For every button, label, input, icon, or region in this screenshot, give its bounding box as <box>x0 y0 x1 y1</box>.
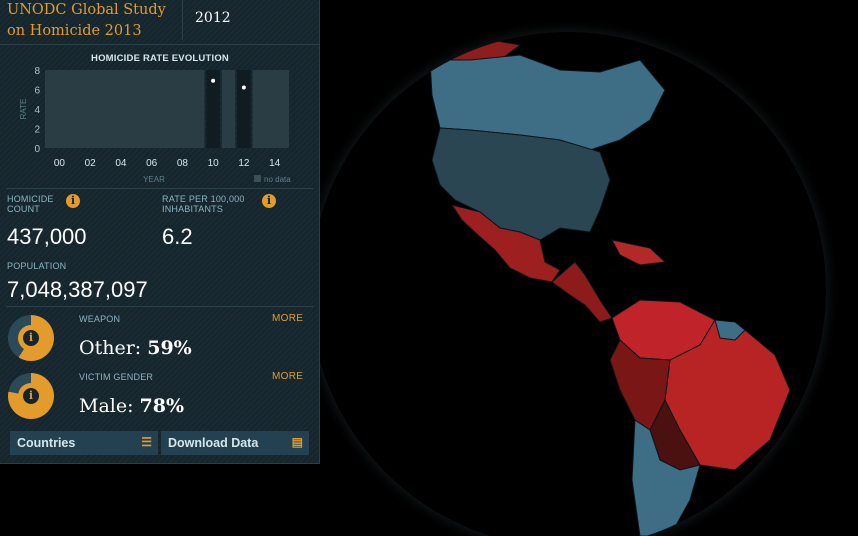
info-panel: UNODC Global Study on Homicide 2013 2012… <box>0 0 320 464</box>
gender-more-link[interactable]: MORE <box>272 371 304 382</box>
x-axis-label: YEAR <box>143 175 165 184</box>
data-point <box>241 85 246 90</box>
weapon-value: Other: 59% <box>79 337 192 359</box>
info-icon[interactable]: i <box>262 194 276 208</box>
year-selector[interactable]: 2012 <box>182 0 318 40</box>
info-icon: i <box>23 330 39 346</box>
document-icon: ▤ <box>291 435 303 449</box>
gender-value: Male: 78% <box>79 395 185 417</box>
legend-swatch <box>254 175 261 182</box>
gender-donut-chart[interactable]: i <box>8 373 54 419</box>
y-tick-label: 8 <box>34 66 40 77</box>
data-point <box>211 78 216 83</box>
no-data-region <box>221 70 236 148</box>
region-caribbean[interactable] <box>611 239 667 266</box>
homicide-count-value: 437,000 <box>7 224 87 249</box>
divider <box>6 306 314 307</box>
x-tick-label: 00 <box>54 158 66 169</box>
app-title: UNODC Global Study on Homicide 2013 <box>7 2 166 39</box>
region-guianas[interactable] <box>714 319 746 341</box>
no-data-region <box>45 70 205 148</box>
weapon-more-link[interactable]: MORE <box>272 313 304 324</box>
weapon-label: WEAPON <box>79 314 121 324</box>
y-tick-label: 2 <box>34 125 40 136</box>
region-mexico[interactable] <box>450 204 561 283</box>
weapon-donut-chart[interactable]: i <box>8 315 54 361</box>
y-axis-label: RATE <box>19 99 28 120</box>
region-usa[interactable] <box>431 127 611 241</box>
info-icon: i <box>23 388 39 404</box>
data-column <box>206 70 220 148</box>
homicide-count-label: HOMICIDE COUNT <box>7 194 54 214</box>
rate-value: 6.2 <box>162 224 193 249</box>
countries-button[interactable]: Countries ☰ <box>10 431 158 455</box>
chart-title: HOMICIDE RATE EVOLUTION <box>91 53 229 64</box>
x-tick-label: 12 <box>238 158 250 169</box>
victim-gender-label: VICTIM GENDER <box>79 372 154 382</box>
download-data-button[interactable]: Download Data ▤ <box>161 431 309 455</box>
x-tick-label: 04 <box>115 158 127 169</box>
legend-label: no data <box>264 175 291 184</box>
population-value: 7,048,387,097 <box>7 277 148 302</box>
rate-label: RATE PER 100,000 INHABITANTS <box>162 194 245 214</box>
x-tick-label: 02 <box>85 158 97 169</box>
x-tick-label: 14 <box>269 158 281 169</box>
population-label: POPULATION <box>7 261 67 271</box>
x-tick-label: 10 <box>208 158 220 169</box>
list-icon: ☰ <box>141 435 152 449</box>
x-tick-label: 06 <box>146 158 158 169</box>
y-tick-label: 6 <box>34 86 40 97</box>
info-icon[interactable]: i <box>66 194 80 208</box>
no-data-region <box>252 70 289 148</box>
panel-header: UNODC Global Study on Homicide 2013 2012 <box>0 0 319 45</box>
x-tick-label: 08 <box>177 158 189 169</box>
y-tick-label: 4 <box>34 105 40 116</box>
data-column <box>237 70 251 148</box>
region-southern-cone[interactable] <box>631 419 701 536</box>
y-tick-label: 0 <box>34 144 40 155</box>
divider <box>6 188 314 189</box>
